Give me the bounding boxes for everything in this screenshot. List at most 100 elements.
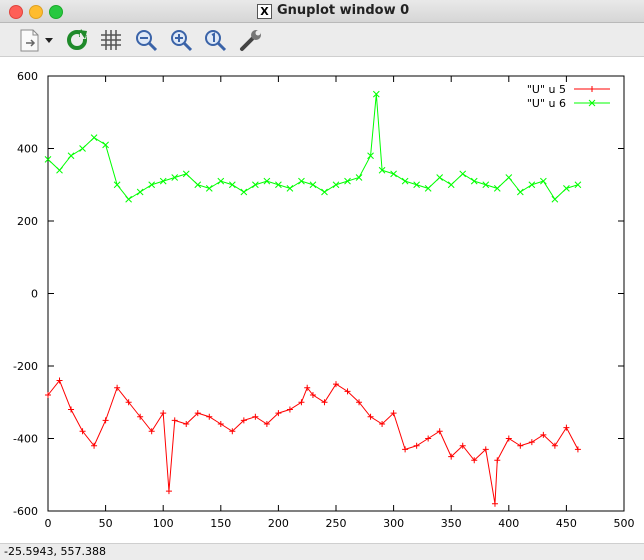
wrench-icon (240, 30, 261, 51)
series-2 (44, 90, 582, 203)
data-point (372, 90, 380, 98)
data-point (505, 174, 513, 181)
export-menu-button[interactable] (16, 27, 54, 53)
data-point (114, 384, 121, 391)
zoom-reset-button[interactable] (202, 27, 228, 53)
y-tick-label: -400 (13, 433, 38, 446)
legend-label: "U" u 6 (527, 97, 566, 110)
x-tick-label: 150 (210, 517, 231, 530)
replot-button[interactable] (64, 27, 90, 53)
data-point (563, 185, 570, 192)
settings-button[interactable] (238, 27, 264, 53)
data-point (344, 177, 351, 185)
data-point (275, 181, 282, 189)
data-point (45, 392, 51, 398)
data-point (436, 428, 443, 435)
data-point (113, 181, 121, 189)
data-point (589, 86, 595, 92)
data-point (482, 446, 489, 453)
data-point (182, 170, 190, 178)
data-point (356, 399, 363, 406)
data-point (56, 377, 63, 384)
data-point (298, 177, 305, 185)
data-point (136, 188, 144, 196)
data-point (493, 185, 501, 192)
plot-canvas[interactable]: 0 50 100 150 200 250 300 350 400 450 500 -600 -400 -2… (0, 57, 644, 543)
data-point (286, 406, 293, 413)
data-point (344, 388, 351, 395)
x-tick-label: 250 (326, 517, 347, 530)
data-point (470, 177, 478, 185)
x-tick-label: 400 (498, 517, 519, 530)
data-point (275, 410, 282, 417)
y-tick-label: 400 (17, 143, 38, 156)
data-point (528, 181, 536, 189)
grid-button[interactable] (98, 27, 124, 53)
grid-icon (101, 30, 121, 50)
data-point (194, 181, 202, 189)
data-point (304, 384, 311, 391)
data-point (309, 392, 316, 398)
data-point (125, 399, 132, 406)
data-point (90, 134, 98, 141)
data-point (574, 446, 581, 453)
x-tick-label: 50 (99, 517, 113, 530)
legend: "U" u 5"U" u 6 (527, 83, 610, 110)
data-point (367, 413, 374, 420)
data-point (165, 488, 172, 495)
data-point (574, 181, 582, 189)
series-1 (45, 377, 581, 507)
maximize-window-button[interactable] (49, 5, 63, 19)
data-point (516, 188, 524, 196)
data-point (160, 410, 167, 417)
data-point (171, 174, 179, 181)
data-point (459, 170, 467, 178)
close-window-button[interactable] (9, 5, 23, 19)
data-point (540, 431, 547, 438)
minimize-window-button[interactable] (29, 5, 43, 19)
data-point (125, 195, 132, 203)
zoom-out-button[interactable] (133, 27, 159, 53)
axes: 0 50 100 150 200 250 300 350 400 450 500 -600 -400 -2… (13, 70, 634, 530)
plot-border (47, 75, 625, 512)
data-point (159, 177, 167, 185)
data-point (148, 181, 156, 189)
data-point (424, 185, 432, 192)
data-point (206, 413, 213, 420)
status-bar: -25.5943, 557.388 (0, 543, 644, 560)
data-point (379, 421, 386, 427)
data-point (228, 181, 236, 189)
zoom-out-icon (136, 30, 158, 52)
zoom-in-button[interactable] (168, 27, 194, 53)
y-tick-label: 600 (17, 70, 38, 83)
legend-label: "U" u 5 (527, 83, 566, 96)
data-point (390, 410, 397, 417)
data-point (563, 424, 570, 431)
data-point (263, 177, 271, 185)
data-point (448, 453, 455, 460)
data-point (217, 421, 224, 427)
data-point (91, 442, 98, 449)
data-point (528, 439, 535, 446)
data-point (183, 421, 190, 427)
data-point (240, 417, 247, 424)
x-tick-label: 0 (45, 517, 52, 530)
data-point (333, 381, 339, 388)
data-point (517, 442, 524, 449)
data-point (252, 181, 259, 189)
data-point (79, 428, 86, 435)
data-point (332, 181, 340, 189)
series-line (47, 379, 579, 504)
toolbar (0, 23, 644, 57)
data-point (491, 500, 498, 507)
data-point (447, 181, 455, 189)
y-tick-label: -600 (13, 505, 38, 518)
data-point (482, 181, 490, 189)
data-point (240, 188, 248, 196)
data-point (217, 177, 225, 185)
x-tick-label: 450 (556, 517, 577, 530)
data-point (44, 156, 52, 163)
export-icon (20, 29, 53, 52)
window-title: Gnuplot window 0 (277, 3, 410, 18)
data-point (401, 177, 409, 185)
